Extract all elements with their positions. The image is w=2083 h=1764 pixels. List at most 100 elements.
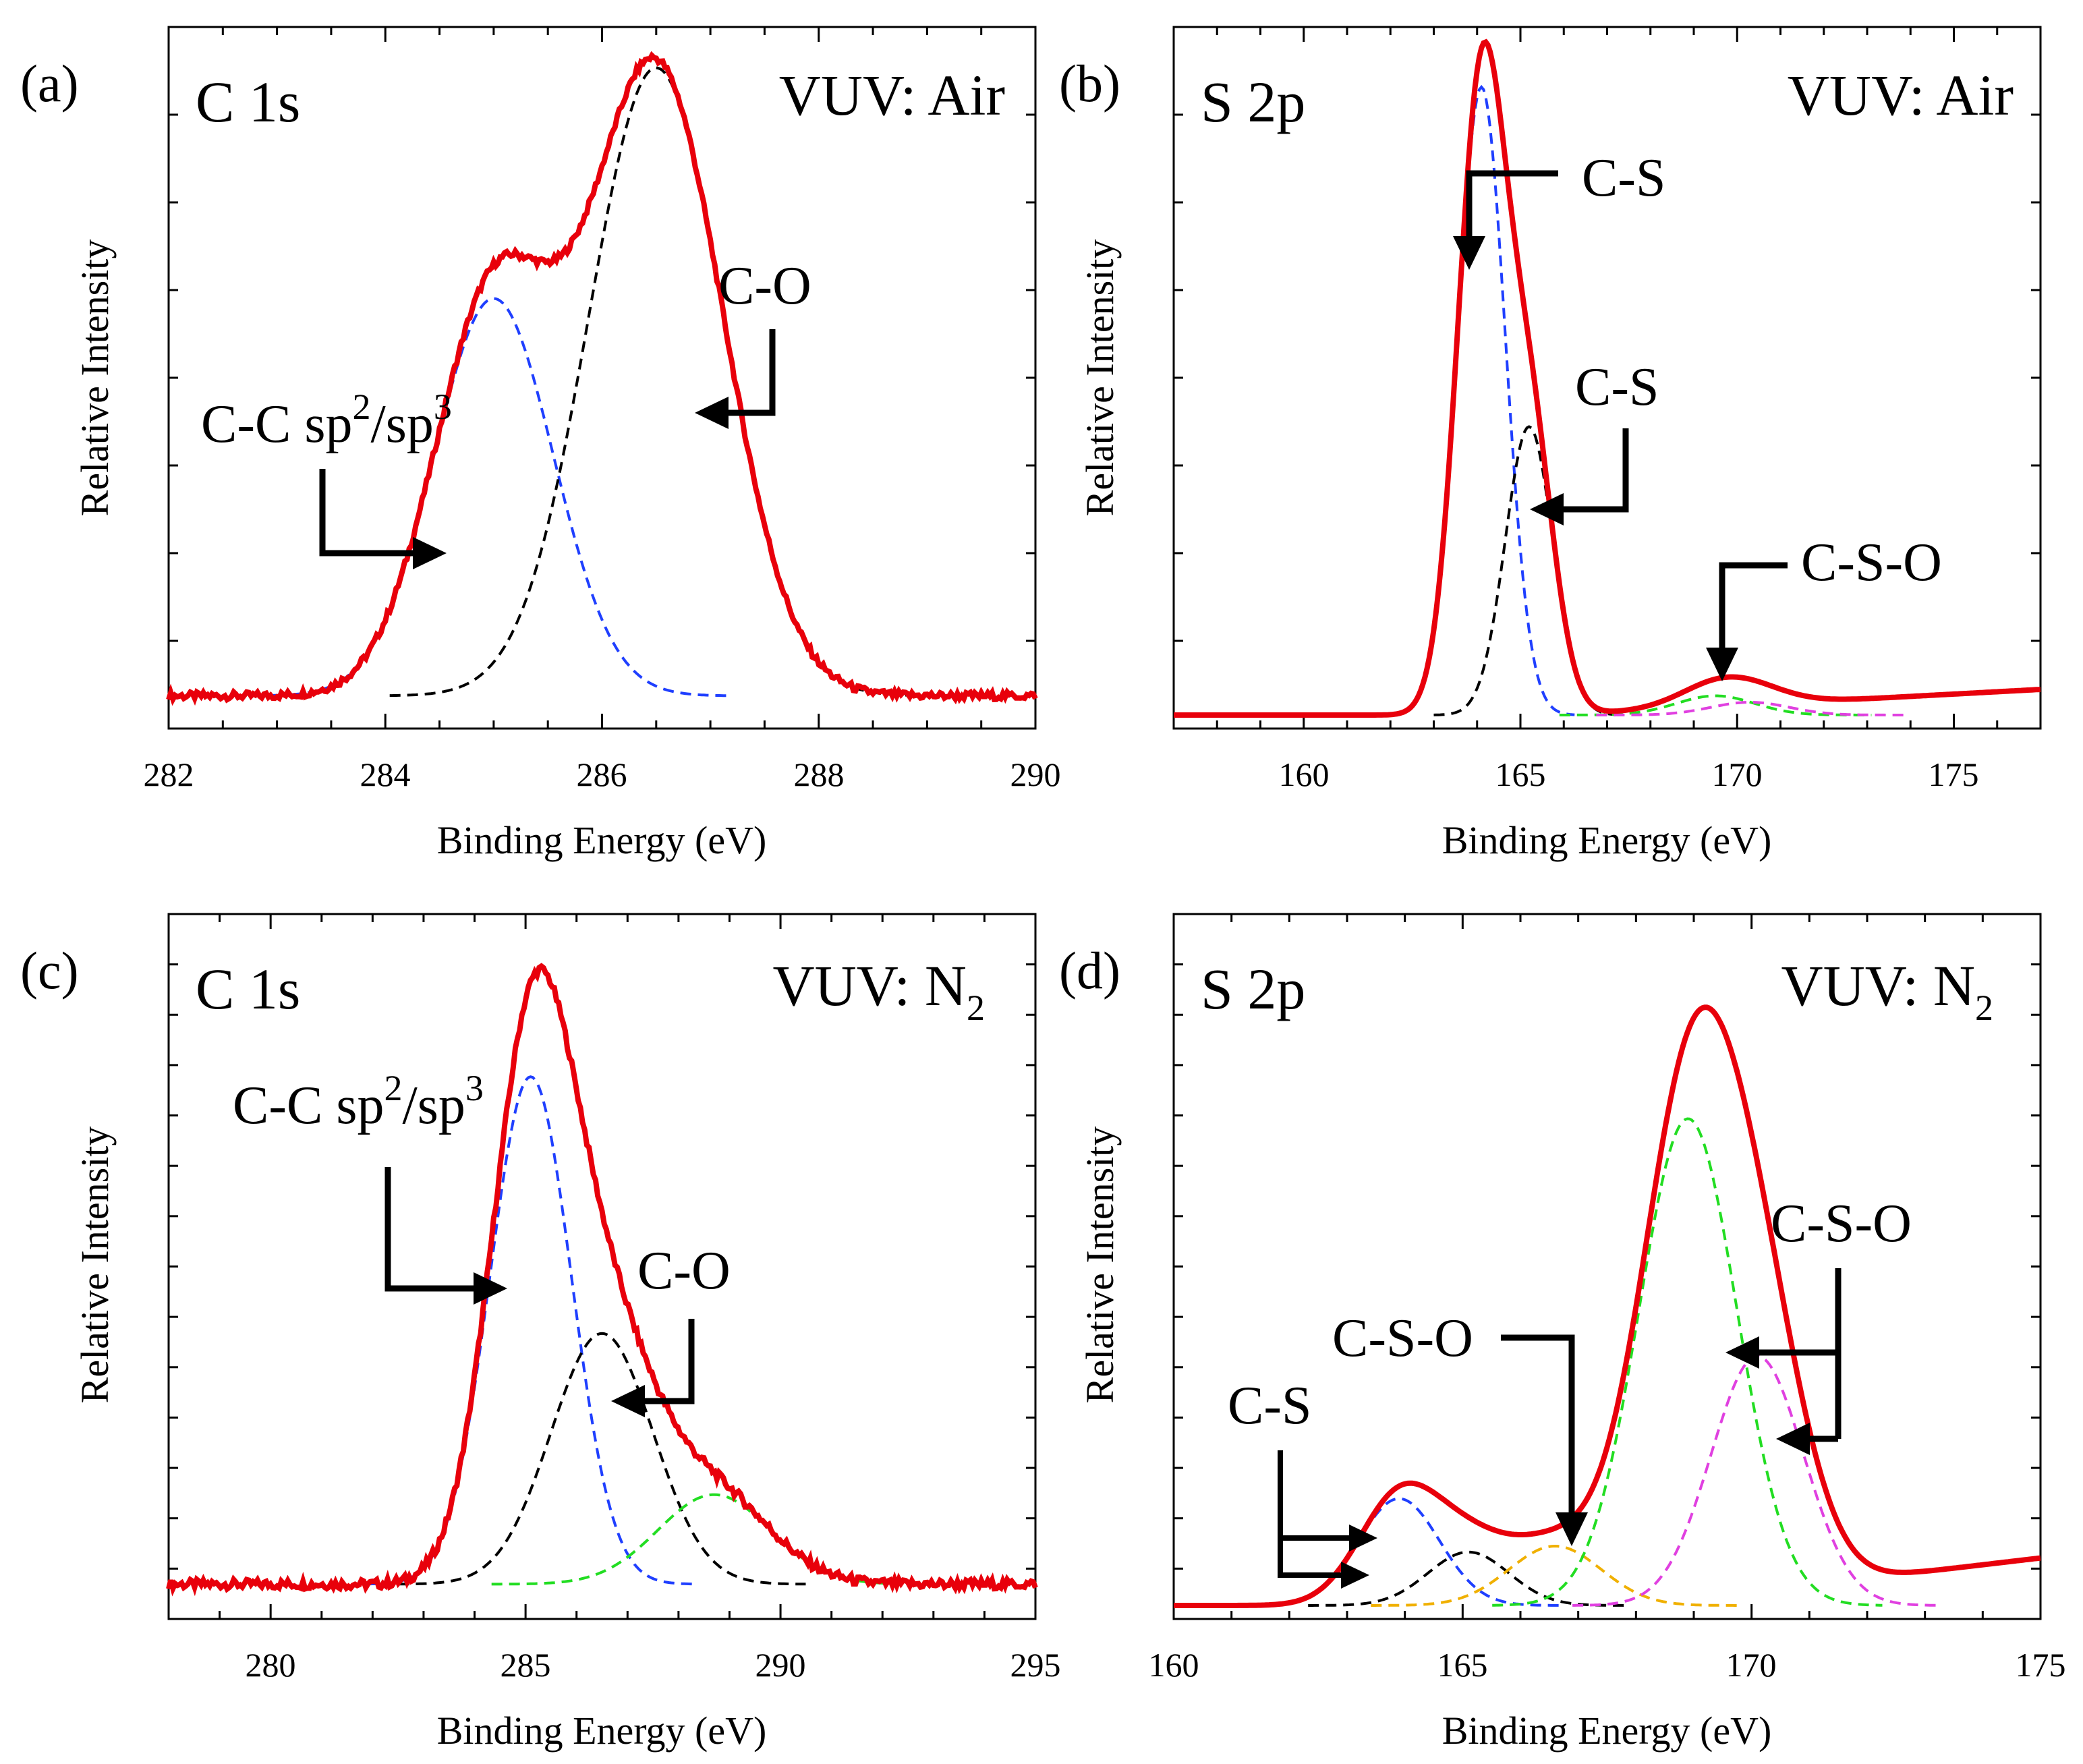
- x-tick-label: 175: [1929, 756, 1979, 793]
- panel-b: (b) S 2p VUV: Air Relative Intensity Bin…: [1059, 26, 2042, 862]
- arrow-line: [1501, 1334, 1575, 1518]
- component-line-c-o: [398, 1332, 806, 1586]
- panel-c: (c) C 1s VUV: N2 Relative Intensity Bind…: [20, 913, 1061, 1753]
- panel-letter-a: (a): [20, 54, 79, 113]
- arrow-head: [1349, 1525, 1377, 1552]
- arrow-head: [474, 1272, 507, 1305]
- condition-b: VUV: Air: [1788, 63, 2014, 127]
- arrow-head: [1725, 1336, 1759, 1369]
- component-line-c-o: [389, 66, 923, 698]
- x-ticks-c: 280 285 290 295: [246, 1646, 1061, 1684]
- envelope-line: [1174, 1004, 2041, 1608]
- curves-c: [166, 963, 1038, 1597]
- component-line-c-o: [491, 1493, 938, 1586]
- arrow-line: [723, 329, 776, 416]
- condition-c: VUV: N2: [773, 953, 985, 1028]
- core-level-b: S 2p: [1201, 69, 1305, 134]
- component-line-c-s-2p1-2: [1308, 1550, 1629, 1607]
- annotation-label-cs-d: C-S: [1228, 1376, 1312, 1435]
- condition-d: VUV: N2: [1781, 953, 1993, 1028]
- x-tick-label: 170: [1726, 1646, 1777, 1684]
- x-axis-label-c: Binding Energy (eV): [437, 1709, 767, 1753]
- annotation-label-co-c: C-O: [637, 1241, 731, 1301]
- arrow-line: [1278, 1450, 1346, 1578]
- x-ticks-d: 160 165 170 175: [1149, 1646, 2066, 1684]
- annotation-cso-high-d: C-S-O: [1725, 1194, 1912, 1455]
- annotation-label-cc-c: C-C sp2/sp3: [233, 1068, 484, 1135]
- arrow-line: [1558, 428, 1629, 513]
- y-axis-label-a: Relative Intensity: [73, 239, 117, 517]
- component-line-c-s-o-low-: [1371, 1544, 1740, 1607]
- tick-marks-a: [167, 27, 1037, 729]
- annotation-cs-1-b: C-S: [1453, 148, 1666, 270]
- annotation-cc-c: C-C sp2/sp3: [233, 1068, 507, 1305]
- annotation-label-co-a: C-O: [718, 256, 811, 316]
- annotation-label-cs-2-b: C-S: [1575, 358, 1659, 417]
- x-tick-label: 285: [501, 1646, 551, 1684]
- arrow-head: [611, 1385, 645, 1417]
- arrow-line: [1466, 170, 1558, 241]
- condition-a: VUV: Air: [779, 63, 1005, 127]
- component-line-c-s-2p3-2: [1386, 84, 1575, 716]
- component-line-c-s-2p3-2: [1238, 1497, 1560, 1607]
- x-tick-label: 286: [577, 756, 627, 793]
- arrow-head: [1556, 1512, 1588, 1546]
- x-ticks-b: 160 165 170 175: [1279, 756, 1979, 793]
- x-tick-label: 165: [1495, 756, 1546, 793]
- panel-letter-d: (d): [1059, 941, 1120, 1000]
- tick-marks-d: [1172, 914, 2042, 1619]
- x-axis-label-d: Binding Energy (eV): [1442, 1709, 1772, 1753]
- x-tick-label: 284: [360, 756, 411, 793]
- arrow-head: [1706, 648, 1738, 681]
- x-tick-label: 160: [1279, 756, 1330, 793]
- annotation-cc-a: C-C sp2/sp3: [201, 387, 452, 569]
- panel-a: (a) C 1s VUV: Air Relative Intensity Bin…: [20, 26, 1061, 862]
- arrow-head: [1341, 1562, 1369, 1589]
- arrow-line: [639, 1319, 695, 1404]
- arrow-head: [695, 397, 729, 429]
- panel-letter-c: (c): [20, 941, 79, 1000]
- arrow-head: [1453, 236, 1485, 270]
- annotation-co-c: C-O: [611, 1241, 731, 1417]
- x-tick-label: 290: [1010, 756, 1061, 793]
- annotation-label-cso-high-d: C-S-O: [1771, 1194, 1912, 1253]
- component-line-c-s-2p1-2: [1433, 425, 1623, 716]
- annotation-label-cs-1-b: C-S: [1582, 148, 1666, 208]
- x-axis-label-b: Binding Energy (eV): [1442, 818, 1772, 862]
- arrow-line: [384, 1167, 479, 1292]
- arrow-head: [1530, 493, 1564, 525]
- x-tick-label: 280: [246, 1646, 296, 1684]
- tick-marks-b: [1172, 27, 2042, 729]
- y-axis-label-c: Relative Intensity: [73, 1127, 117, 1404]
- envelope-line: [1174, 38, 2041, 718]
- x-axis-label-a: Binding Energy (eV): [437, 818, 767, 862]
- envelope-line: [166, 963, 1038, 1597]
- x-tick-label: 160: [1149, 1646, 1199, 1684]
- arrow-line: [1719, 562, 1788, 653]
- y-axis-label-b: Relative Intensity: [1078, 239, 1122, 517]
- arrow-head: [1776, 1423, 1810, 1455]
- core-level-d: S 2p: [1201, 957, 1305, 1021]
- component-line-c-c-sp2-sp3: [368, 1075, 693, 1586]
- annotation-label-cc-a: C-C sp2/sp3: [201, 387, 452, 454]
- envelope-line: [166, 51, 1038, 706]
- x-tick-label: 170: [1712, 756, 1763, 793]
- panel-d: (d) S 2p VUV: N2 Relative Intensity Bind…: [1059, 913, 2066, 1753]
- x-tick-label: 288: [794, 756, 845, 793]
- annotation-cs-d: C-S: [1228, 1376, 1377, 1589]
- annotation-label-cso-low-d: C-S-O: [1332, 1309, 1473, 1368]
- x-tick-label: 175: [2016, 1646, 2066, 1684]
- annotation-cso-b: C-S-O: [1706, 533, 1942, 681]
- curves-b: [1174, 38, 2041, 718]
- x-tick-label: 282: [144, 756, 194, 793]
- x-tick-label: 165: [1437, 1646, 1488, 1684]
- y-axis-label-d: Relative Intensity: [1078, 1127, 1122, 1404]
- core-level-a: C 1s: [196, 69, 300, 134]
- x-ticks-a: 282 284 286 288 290: [144, 756, 1061, 793]
- curves-d: [1174, 1004, 2041, 1608]
- annotation-co-a: C-O: [695, 256, 811, 429]
- annotation-label-cso-b: C-S-O: [1801, 533, 1942, 592]
- arrow-head: [413, 537, 447, 569]
- component-line-c-s-o: [1559, 694, 1872, 716]
- x-tick-label: 290: [755, 1646, 806, 1684]
